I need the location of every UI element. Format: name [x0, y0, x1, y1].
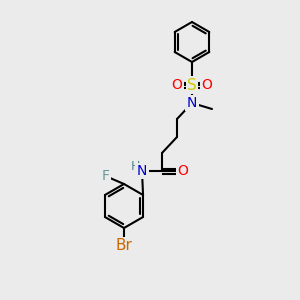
Text: N: N — [137, 164, 147, 178]
Text: Br: Br — [116, 238, 132, 253]
Text: N: N — [187, 96, 197, 110]
Text: O: O — [178, 164, 188, 178]
Text: F: F — [102, 169, 110, 183]
Text: O: O — [172, 78, 182, 92]
Text: O: O — [202, 78, 212, 92]
Text: H: H — [130, 160, 140, 172]
Text: S: S — [187, 77, 197, 92]
